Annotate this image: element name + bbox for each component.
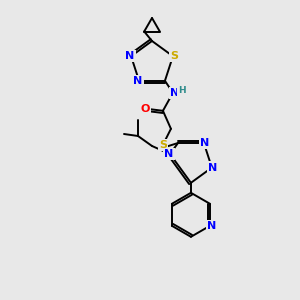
Text: N: N xyxy=(170,88,180,98)
Text: N: N xyxy=(208,163,218,172)
Text: H: H xyxy=(178,86,186,95)
Text: N: N xyxy=(200,138,209,148)
Text: S: S xyxy=(159,140,167,150)
Text: N: N xyxy=(134,76,143,86)
Text: S: S xyxy=(170,51,178,61)
Text: O: O xyxy=(140,104,150,114)
Text: N: N xyxy=(164,149,174,159)
Text: N: N xyxy=(207,221,217,231)
Text: N: N xyxy=(125,51,135,61)
